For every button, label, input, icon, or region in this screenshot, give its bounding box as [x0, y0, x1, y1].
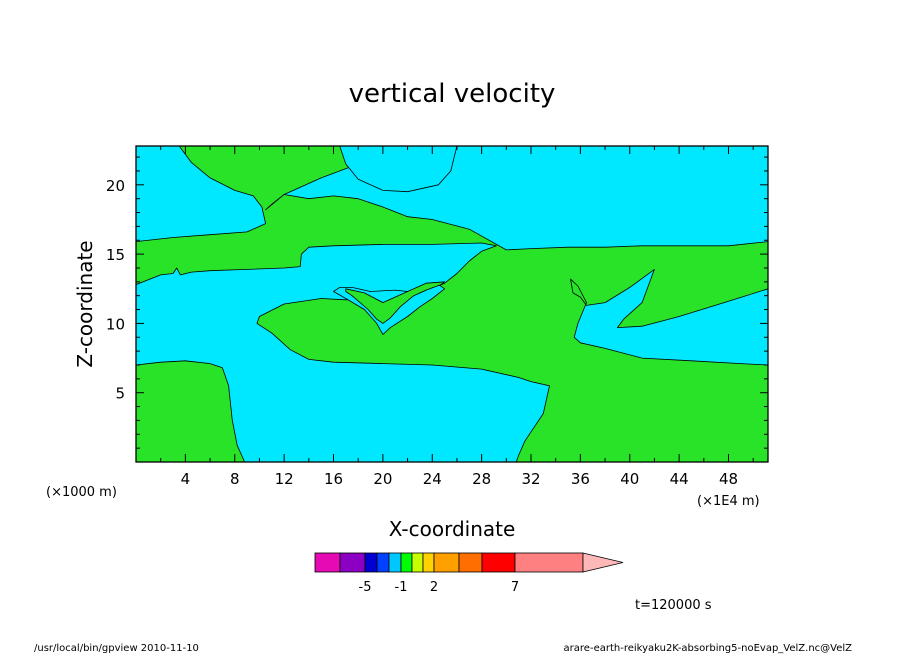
- colorbar-label: -5: [359, 580, 372, 595]
- colorbar-segment: [364, 552, 378, 573]
- x-tick-label: 4: [181, 470, 191, 488]
- x-axis-label: X-coordinate: [389, 517, 516, 541]
- footer-right: arare-earth-reikyaku2K-absorbing5-noEvap…: [564, 643, 853, 654]
- x-tick-label: 32: [521, 470, 540, 488]
- contour-region-2: [339, 146, 458, 193]
- colorbar-segment: [314, 552, 341, 573]
- x-tick-label: 44: [670, 470, 689, 488]
- x-tick-label: 40: [620, 470, 639, 488]
- y-tick-label: 20: [106, 177, 125, 195]
- chart-title: vertical velocity: [349, 79, 556, 109]
- x-axis-unit-right: (×1E4 m): [697, 494, 760, 509]
- x-axis-unit-left: (×1000 m): [46, 485, 117, 500]
- contour-region-5: [345, 281, 446, 324]
- y-tick-label: 10: [106, 315, 125, 333]
- y-tick-label: 15: [106, 246, 125, 264]
- x-tick-label: 28: [472, 470, 491, 488]
- x-tick-label: 48: [719, 470, 738, 488]
- colorbar-segment: [422, 552, 435, 573]
- x-tick-label: 8: [230, 470, 240, 488]
- footer-left: /usr/local/bin/gpview 2010-11-10: [34, 643, 199, 654]
- colorbar-segment: [339, 552, 366, 573]
- x-tick-label: 16: [324, 470, 343, 488]
- colorbar-segment: [376, 552, 390, 573]
- x-tick-label: 12: [275, 470, 294, 488]
- colorbar-segment: [388, 552, 402, 573]
- colorbar-segment: [458, 552, 483, 573]
- x-axis: 4 8 12 16 20 24 28 32 36 40 44 48: [160, 146, 754, 488]
- colorbar-segment: [514, 552, 584, 573]
- y-axis: 5 10 15 20: [106, 156, 768, 449]
- plot-frame: [135, 145, 769, 463]
- colorbar-segment: [400, 552, 413, 573]
- y-axis-label: Z-coordinate: [73, 240, 97, 367]
- contour-region-1: [136, 146, 768, 462]
- colorbar-label: 2: [430, 580, 438, 595]
- y-tick-label: 5: [115, 385, 125, 403]
- contour-region-3: [136, 360, 246, 462]
- colorbar-label: -1: [395, 580, 408, 595]
- x-tick-label: 36: [571, 470, 590, 488]
- colorbar-segment: [411, 552, 424, 573]
- plot-area: [135, 145, 769, 463]
- colorbar-segment: [433, 552, 460, 573]
- x-tick-label: 20: [373, 470, 392, 488]
- time-label: t=120000 s: [635, 598, 712, 613]
- colorbar-segment: [481, 552, 516, 573]
- x-tick-label: 24: [423, 470, 442, 488]
- colorbar-arrow: [582, 552, 624, 573]
- colorbar-label: 7: [511, 580, 519, 595]
- colorbar: -5 -1 2 7: [314, 552, 624, 595]
